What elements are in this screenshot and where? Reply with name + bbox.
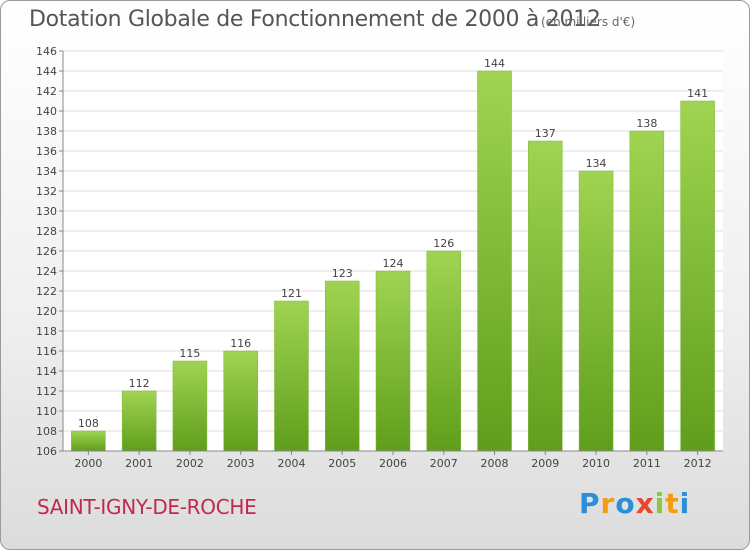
bar-2003[interactable] [223, 350, 258, 452]
commune-name: SAINT-IGNY-DE-ROCHE [37, 495, 257, 519]
data-label: 123 [332, 267, 353, 280]
logo-letter: x [635, 487, 655, 520]
logo-letter: r [600, 487, 616, 520]
logo-letter: P [579, 487, 601, 520]
bar-2011[interactable] [629, 130, 665, 452]
y-tick-label: 146 [36, 45, 57, 58]
x-tick-label: 2007 [430, 457, 458, 470]
x-tick-label: 2004 [277, 457, 305, 470]
bar-2008[interactable] [477, 70, 512, 452]
x-tick-label: 2008 [481, 457, 509, 470]
chart-title: Dotation Globale de Fonctionnement de 20… [29, 7, 601, 32]
proxiti-logo[interactable]: Proxiti [579, 487, 690, 520]
bar-2010[interactable] [578, 170, 614, 452]
data-label: 112 [129, 377, 150, 390]
data-label: 108 [78, 417, 99, 430]
y-tick-label: 140 [36, 105, 57, 118]
y-tick-label: 120 [36, 305, 57, 318]
y-tick-label: 138 [36, 125, 57, 138]
bar-2005[interactable] [324, 280, 360, 452]
data-label: 124 [383, 257, 404, 270]
y-tick-label: 144 [36, 65, 57, 78]
data-label: 141 [687, 87, 708, 100]
logo-letter: t [665, 487, 680, 520]
y-tick-label: 126 [36, 245, 57, 258]
data-label: 138 [636, 117, 657, 130]
bar-2007[interactable] [426, 250, 462, 452]
data-label: 144 [484, 57, 505, 70]
y-tick-labels: 106 108 110 112 114 116 118 120 122 124 126 128 130 1… [36, 45, 57, 458]
x-tick-label: 2009 [531, 457, 559, 470]
x-tick-label: 2006 [379, 457, 407, 470]
x-tick-labels: 2000 2001 2002 2003 2004 2005 2006 2007 2008 2009… [74, 451, 712, 470]
x-tick-label: 2001 [125, 457, 153, 470]
bar-2002[interactable] [172, 360, 208, 452]
data-label: 134 [586, 157, 607, 170]
y-tick-label: 114 [36, 365, 57, 378]
bar-2006[interactable] [375, 270, 411, 452]
x-tick-label: 2010 [582, 457, 610, 470]
bar-2009[interactable] [528, 140, 563, 452]
y-tick-label: 130 [36, 205, 57, 218]
logo-letter: i [654, 487, 666, 520]
bar-2000[interactable] [71, 430, 106, 452]
y-tick-label: 142 [36, 85, 57, 98]
bar-2012[interactable] [680, 100, 715, 452]
bars [71, 70, 715, 452]
y-tick-label: 134 [36, 165, 57, 178]
y-tick-label: 122 [36, 285, 57, 298]
y-tick-label: 132 [36, 185, 57, 198]
data-labels: 108 112 115 116 121 123 124 126 144 137 134 138 141 [78, 57, 708, 430]
y-tick-label: 108 [36, 425, 57, 438]
data-label: 121 [281, 287, 302, 300]
y-tick-label: 128 [36, 225, 57, 238]
chart-unit: (en milliers d'€) [541, 15, 636, 29]
x-tick-label: 2003 [227, 457, 255, 470]
x-tick-label: 2000 [74, 457, 102, 470]
bar-2001[interactable] [121, 390, 157, 452]
y-tick-label: 110 [36, 405, 57, 418]
data-label: 137 [535, 127, 556, 140]
logo-letter: i [679, 487, 691, 520]
x-tick-label: 2002 [176, 457, 204, 470]
x-tick-label: 2005 [328, 457, 356, 470]
data-label: 126 [433, 237, 454, 250]
x-tick-label: 2012 [684, 457, 712, 470]
y-tick-label: 136 [36, 145, 57, 158]
data-label: 116 [230, 337, 251, 350]
y-tick-label: 124 [36, 265, 57, 278]
y-tick-label: 112 [36, 385, 57, 398]
bar-2004[interactable] [274, 300, 309, 452]
y-tick-label: 116 [36, 345, 57, 358]
data-label: 115 [179, 347, 200, 360]
x-tick-label: 2011 [633, 457, 661, 470]
y-tick-label: 106 [36, 445, 57, 458]
y-tick-label: 118 [36, 325, 57, 338]
logo-letter: o [615, 487, 636, 520]
